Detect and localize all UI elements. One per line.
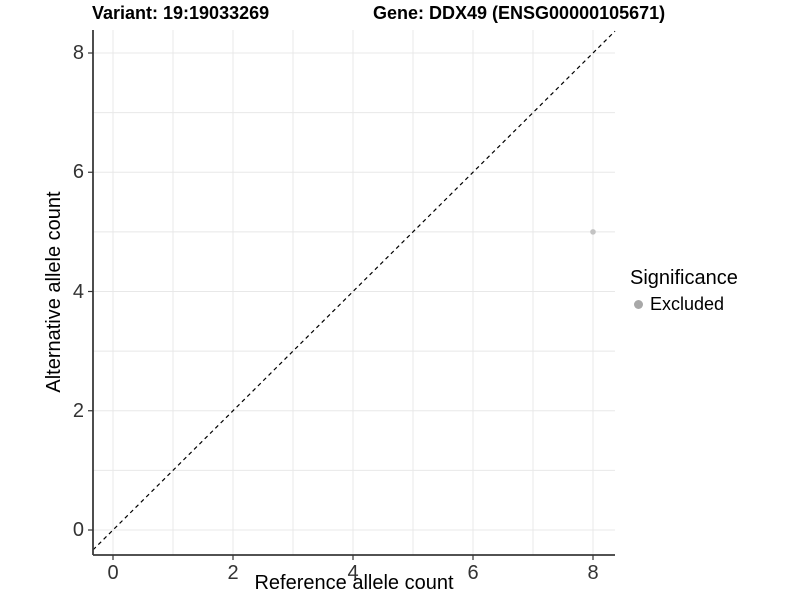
plot-title-gene: Gene: DDX49 (ENSG00000105671) — [373, 3, 666, 23]
x-tick-label: 2 — [227, 562, 239, 584]
y-tick-label: 4 — [72, 280, 84, 303]
y-tick-label: 8 — [72, 42, 84, 64]
legend-item-label: Excluded — [650, 294, 725, 314]
plot-title-variant: Variant: 19:19033269 — [92, 3, 270, 23]
x-tick-label: 0 — [107, 562, 119, 584]
x-axis-title: Reference allele count — [254, 572, 454, 594]
legend: Significance Excluded — [630, 266, 738, 315]
x-tick-label: 6 — [467, 562, 479, 584]
y-tick-label: 2 — [72, 399, 84, 422]
x-tick-label: 8 — [587, 562, 599, 584]
y-tick-label: 6 — [72, 161, 84, 184]
legend-item-excluded: Excluded — [630, 293, 738, 315]
data-point — [590, 229, 596, 235]
identity-dashed-line — [92, 30, 616, 551]
y-tick-label: 0 — [72, 519, 84, 541]
x-tick-label: 4 — [347, 562, 359, 584]
legend-title: Significance — [630, 267, 738, 289]
legend-key-dot-icon — [634, 299, 643, 309]
